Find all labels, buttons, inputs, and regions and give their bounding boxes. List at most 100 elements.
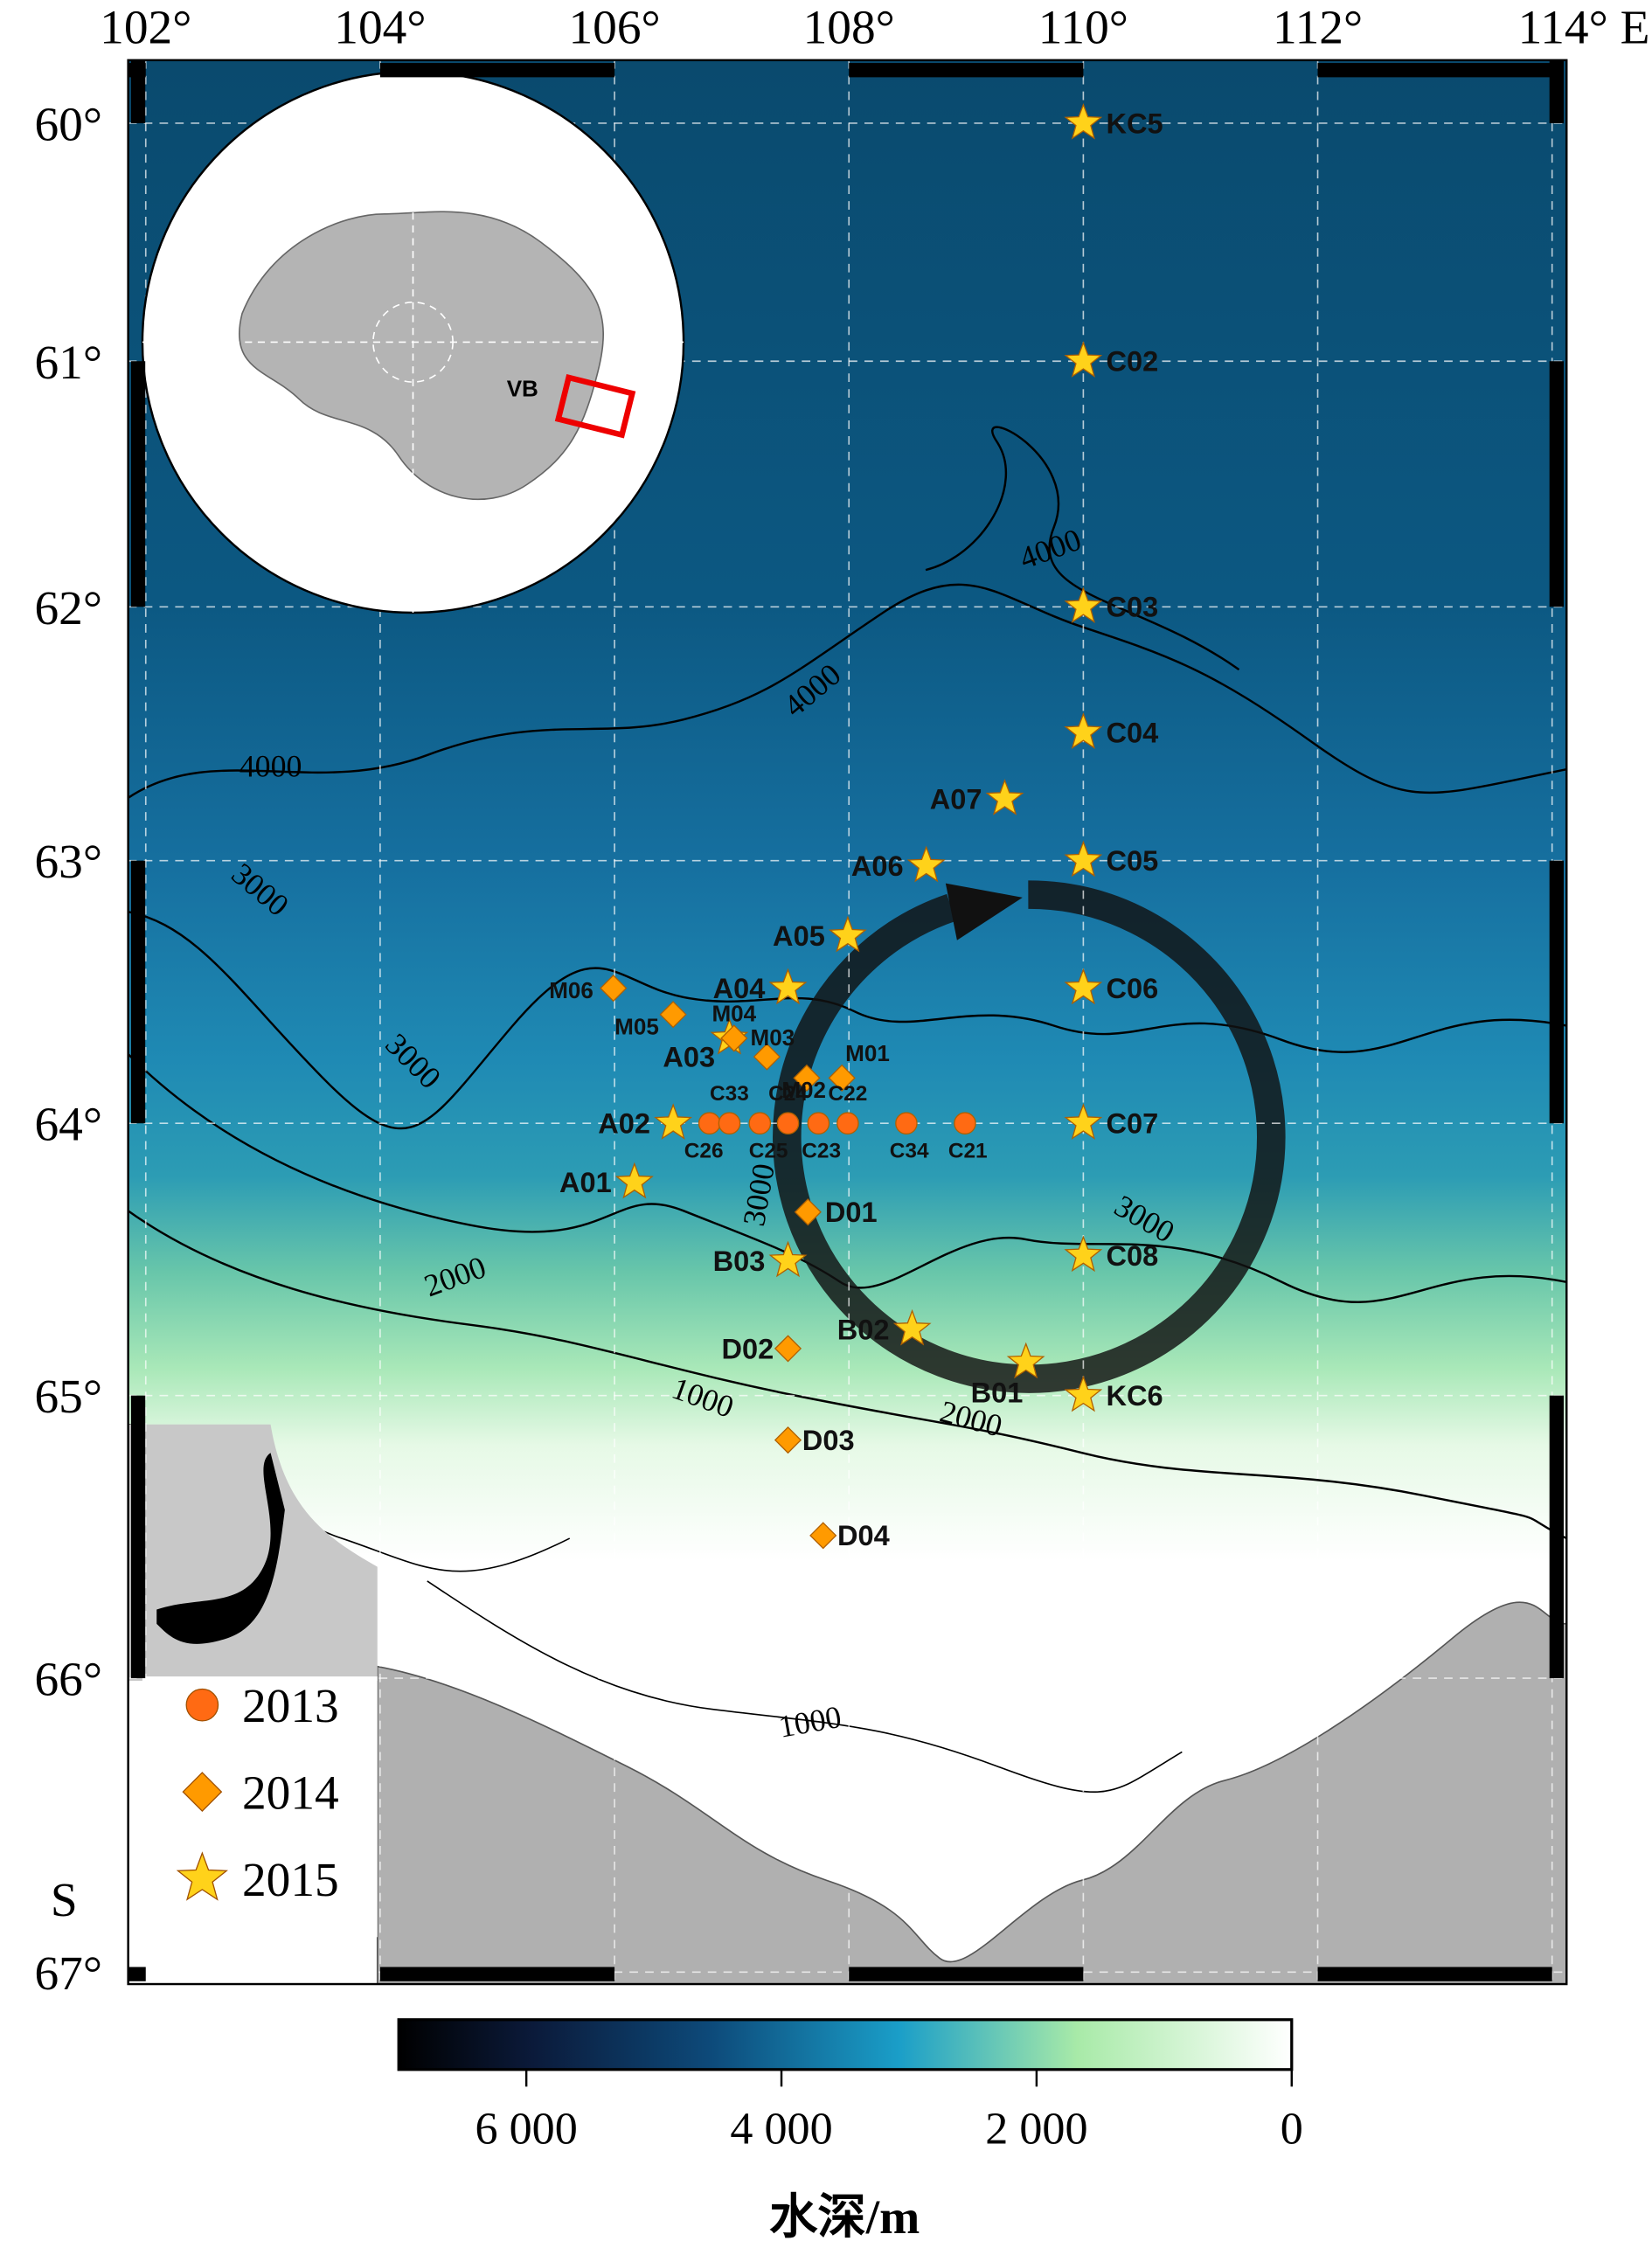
border-segment <box>1317 63 1552 78</box>
station-label: KC5 <box>1106 108 1163 139</box>
y-tick-label: 62° <box>34 581 102 635</box>
marker-star <box>1064 1375 1103 1412</box>
marker-circle <box>836 1112 859 1134</box>
x-tick-label: 110° <box>1038 0 1128 53</box>
station-label: M01 <box>845 1040 890 1066</box>
marker-star <box>1064 341 1103 378</box>
station-label: C04 <box>1106 718 1158 749</box>
marker-star <box>768 968 808 1005</box>
station-label: D02 <box>721 1333 774 1364</box>
marker-star <box>1064 102 1103 140</box>
map-body <box>128 59 1567 1985</box>
marker-star <box>1006 1342 1045 1379</box>
frame-border <box>128 59 1564 1981</box>
legend-label: 2013 <box>242 1679 339 1732</box>
marker-circle <box>698 1112 721 1134</box>
border-segment <box>849 1967 1084 1981</box>
station-label: C25 <box>749 1139 788 1162</box>
border-segment <box>1549 860 1564 1124</box>
colorbar-tick-label: 0 <box>1281 2105 1303 2154</box>
border-segment <box>130 361 146 607</box>
station-label: A01 <box>559 1167 612 1198</box>
marker-circle <box>185 1688 219 1722</box>
marker-circle <box>718 1112 741 1134</box>
marker-star <box>1064 712 1103 749</box>
station-label: B03 <box>713 1245 766 1277</box>
station-label: A03 <box>663 1041 715 1072</box>
border-segment <box>128 1967 146 1981</box>
border-segment <box>1549 59 1564 123</box>
station-label: KC6 <box>1106 1380 1163 1412</box>
border-segment <box>1549 361 1564 607</box>
frame <box>127 59 1568 1986</box>
marker-diamond <box>720 1024 748 1052</box>
station-label: M02 <box>781 1077 826 1103</box>
station-label: B02 <box>837 1314 890 1345</box>
inset-label: VB <box>507 375 538 401</box>
border-segment <box>130 860 146 1124</box>
x-tick-label: 108° <box>803 0 895 53</box>
x-tick-label: 102° <box>100 0 191 53</box>
station-label: C08 <box>1106 1240 1158 1272</box>
y-tick-label: 66° <box>34 1653 102 1706</box>
station-label: A05 <box>773 920 825 952</box>
marker-diamond <box>182 1772 223 1812</box>
y-tick-label: 64° <box>34 1098 102 1151</box>
station-label: C02 <box>1106 346 1158 378</box>
marker-star <box>906 845 946 883</box>
colorbar-tick-label: 4 000 <box>730 2105 832 2154</box>
station-label: D03 <box>802 1425 855 1456</box>
station-label: A06 <box>851 850 904 882</box>
marker-diamond <box>600 975 628 1003</box>
station-label: B01 <box>971 1377 1024 1408</box>
y-tick-label: 63° <box>34 835 102 888</box>
station-label: C26 <box>684 1139 724 1162</box>
station-label: M04 <box>711 1000 756 1026</box>
marker-circle <box>776 1112 800 1134</box>
station-label: M06 <box>549 977 593 1003</box>
colorbar-tick-label: 6 000 <box>475 2105 578 2154</box>
marker-diamond <box>753 1043 781 1071</box>
marker-diamond <box>774 1335 802 1363</box>
colorbar <box>397 2018 1294 2071</box>
inset: VB <box>141 70 685 614</box>
marker-star <box>614 1162 654 1199</box>
border-segment <box>1549 1395 1564 1679</box>
marker-diamond <box>659 1001 687 1029</box>
border-segment <box>379 63 615 78</box>
legend-label: 2015 <box>242 1853 339 1906</box>
station-label: A02 <box>598 1108 650 1140</box>
x-tick-label: 106° <box>568 0 660 53</box>
circulation-arrow <box>773 880 1286 1393</box>
grid <box>128 59 1567 1985</box>
marker-diamond <box>794 1198 822 1226</box>
x-tick-label: 114° E <box>1518 0 1650 53</box>
border-segment <box>849 63 1084 78</box>
hemisphere-label: S <box>51 1873 78 1926</box>
marker-star <box>176 1851 228 1901</box>
marker-star <box>768 1240 808 1278</box>
station-label: C24 <box>768 1082 808 1106</box>
arrow-head <box>945 883 1023 940</box>
y-tick-label: 60° <box>34 97 102 150</box>
y-tick-label: 61° <box>34 336 102 389</box>
ice-shelf <box>156 1453 285 1644</box>
border-segment <box>130 59 146 123</box>
marker-star <box>1064 1235 1103 1273</box>
marker-diamond <box>774 1426 802 1454</box>
marker-diamond <box>809 1522 837 1550</box>
station-label: A04 <box>713 973 766 1004</box>
marker-star <box>1064 968 1103 1005</box>
station-label: C06 <box>1106 973 1158 1004</box>
marker-circle <box>954 1112 976 1134</box>
x-tick-label: 104° <box>334 0 426 53</box>
marker-diamond <box>828 1064 856 1092</box>
marker-star <box>1064 586 1103 623</box>
border-segment <box>130 1395 146 1679</box>
marker-star <box>985 779 1024 815</box>
station-label: C22 <box>828 1082 867 1106</box>
station-label: C05 <box>1106 845 1158 877</box>
marker-star <box>892 1308 932 1346</box>
station-label: M03 <box>751 1024 795 1051</box>
